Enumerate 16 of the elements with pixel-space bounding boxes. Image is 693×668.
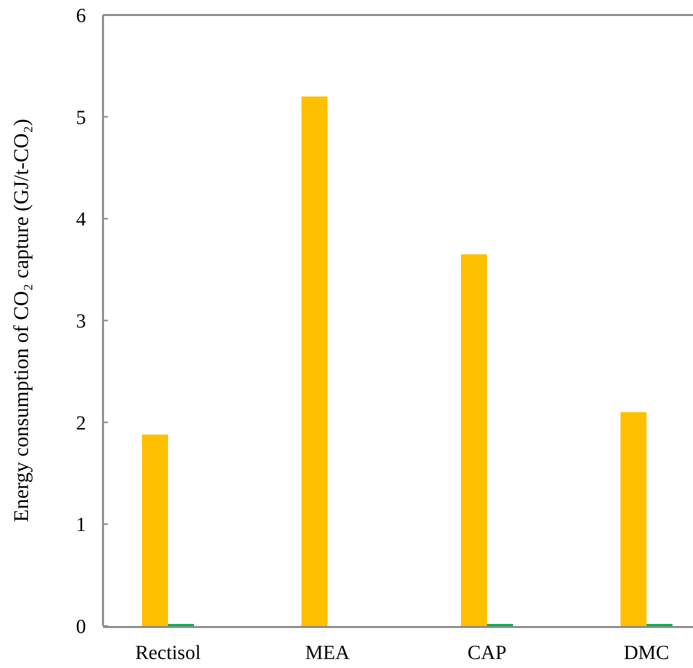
y-tick-label: 6 (76, 5, 86, 27)
x-tick-label: Rectisol (135, 642, 202, 664)
bar (142, 434, 168, 626)
y-tick-label: 5 (76, 106, 86, 129)
bar (461, 254, 487, 626)
bar (620, 412, 646, 626)
x-tick-label: DMC (624, 642, 670, 664)
y-tick-label: 0 (76, 616, 86, 638)
bar (302, 96, 328, 626)
y-tick-label: 3 (76, 310, 86, 332)
y-axis-title: Energy consumption of CO₂ capture (GJ/t-CO₂) (9, 118, 33, 522)
x-tick-label: MEA (305, 642, 350, 664)
y-tick-label: 4 (76, 208, 86, 231)
y-tick-label: 2 (76, 412, 86, 434)
x-tick-label: CAP (468, 642, 506, 664)
y-tick-label: 1 (76, 514, 86, 536)
